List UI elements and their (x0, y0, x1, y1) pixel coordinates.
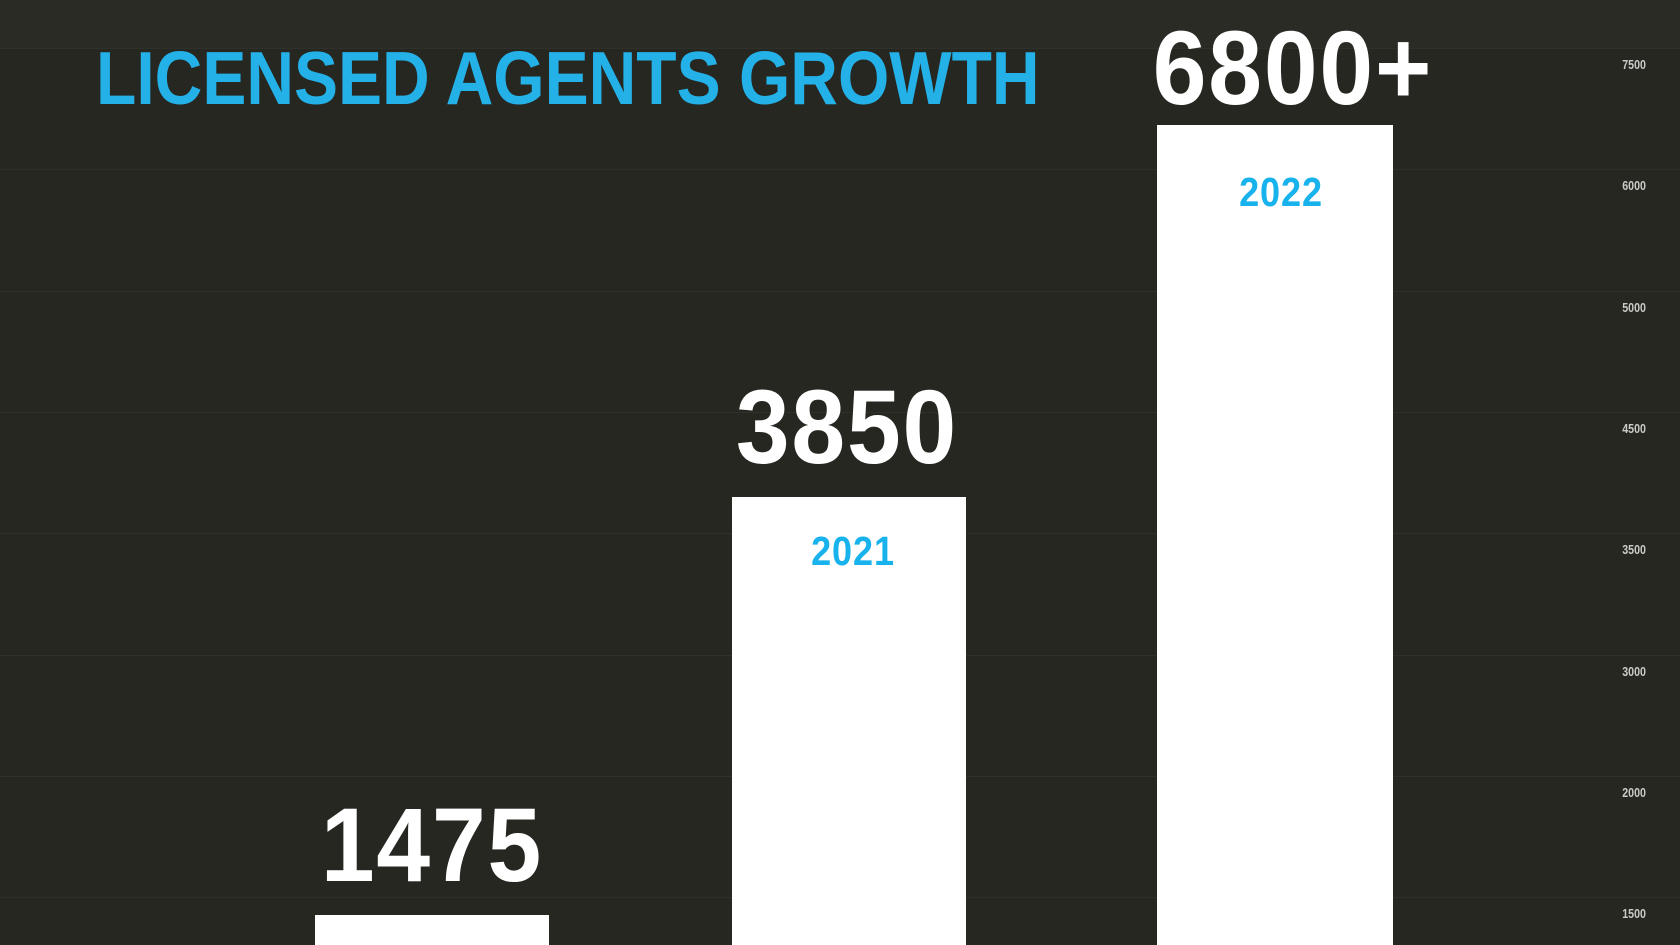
y-axis-tick: 2000 (1622, 785, 1646, 800)
bar-year-text: 2022 (1239, 169, 1323, 215)
bar-year-label: 2022 (1233, 170, 1328, 214)
bar-2020 (315, 915, 549, 945)
bar-2022 (1157, 125, 1393, 945)
gridline-5000 (0, 291, 1680, 292)
bar-value-text: 1475 (320, 787, 544, 904)
bar-value-text: 6800+ (1152, 10, 1434, 127)
bar-value-label: 3850 (726, 373, 968, 483)
bar-year-label: 2021 (805, 529, 900, 573)
y-axis-tick: 4500 (1622, 421, 1646, 436)
y-axis-tick: 3500 (1622, 542, 1646, 557)
gridline-4500 (0, 412, 1680, 413)
bar-year-text: 2021 (811, 528, 895, 574)
y-axis-tick: 6000 (1622, 178, 1646, 193)
y-axis-tick: 3000 (1622, 664, 1646, 679)
gridline-7500 (0, 48, 1680, 49)
y-axis-tick: 5000 (1622, 300, 1646, 315)
y-axis-tick: 1500 (1622, 906, 1646, 921)
y-axis-tick: 7500 (1622, 57, 1646, 72)
chart-title: LICENSED AGENTS GROWTH (96, 36, 1040, 120)
gridline-6000 (0, 169, 1680, 170)
bar-value-text: 3850 (735, 369, 959, 486)
bar-value-label: 1475 (311, 791, 553, 901)
bar-2021 (732, 497, 966, 945)
bar-value-label: 6800+ (1141, 14, 1446, 124)
